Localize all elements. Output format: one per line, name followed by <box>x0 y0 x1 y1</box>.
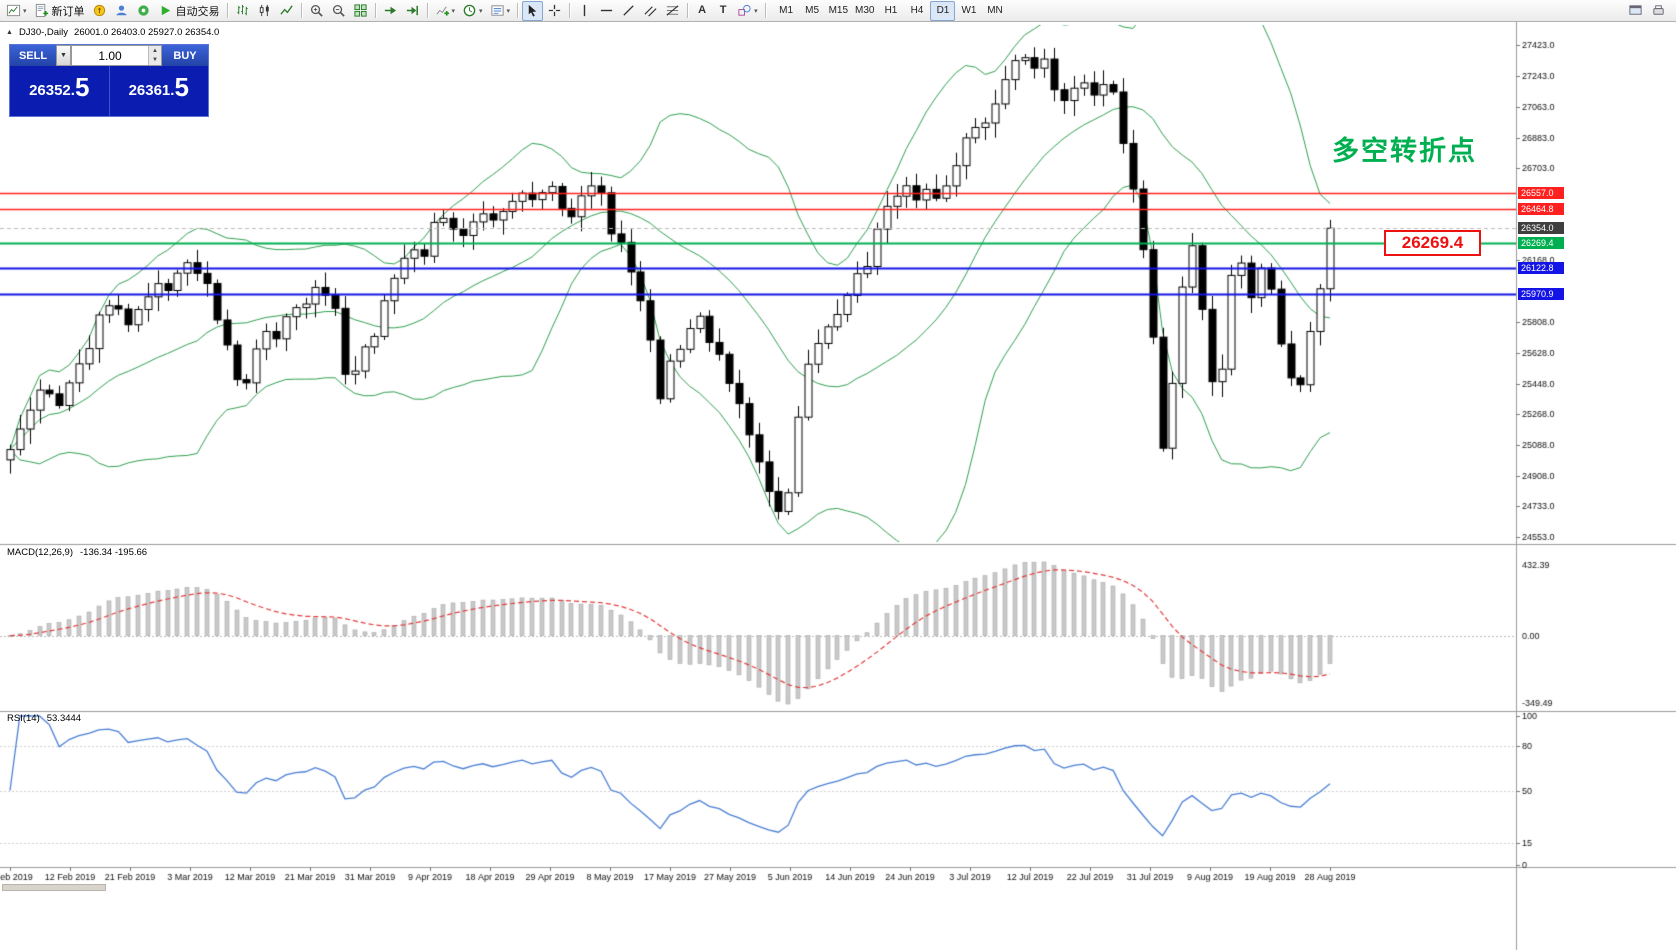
text-label-icon[interactable]: T <box>713 1 733 21</box>
toolbar-right-group <box>1625 1 1669 21</box>
cursor-icon[interactable] <box>522 0 544 21</box>
sell-price-main: 26352. <box>29 82 75 99</box>
timeframe-m5-button[interactable]: M5 <box>805 5 820 16</box>
new-chart-dropdown-arrow[interactable]: ▾ <box>23 7 27 15</box>
annotation: 多空转折点 <box>1332 136 1477 166</box>
price-callout: 26269.4 <box>1384 230 1481 256</box>
rsi-label: RSI(14) 53.3444 <box>7 713 81 724</box>
macd-name: MACD(12,26,9) <box>7 547 73 558</box>
lot-increase-button[interactable]: ▲ <box>149 46 161 56</box>
periods-icon[interactable]: ▾ <box>459 1 486 21</box>
buy-price-button[interactable]: 26361. 5 <box>110 66 209 116</box>
price-chart-canvas[interactable] <box>0 22 1676 950</box>
rsi-name: RSI(14) <box>7 713 40 724</box>
timeframe-h4-button[interactable]: H4 <box>910 5 924 16</box>
bar-chart-icon[interactable] <box>232 1 253 21</box>
auto-scroll-icon[interactable] <box>380 1 401 21</box>
lot-stepper: ▲ ▼ <box>148 46 161 65</box>
buy-button[interactable]: BUY <box>162 45 208 66</box>
shapes-icon[interactable]: ▾ <box>734 1 761 21</box>
navigator-icon[interactable] <box>111 1 132 21</box>
price-tag: 26354.0 <box>1518 222 1564 235</box>
sell-button[interactable]: SELL <box>10 45 56 66</box>
periods-dropdown-arrow[interactable]: ▾ <box>479 7 483 15</box>
sell-price-button[interactable]: 26352. 5 <box>10 66 110 116</box>
chart-ohlc-values: 26001.0 26403.0 25927.0 26354.0 <box>74 27 220 38</box>
candlestick-chart-icon[interactable] <box>254 1 275 21</box>
text-icon[interactable]: A <box>692 1 712 21</box>
terminal-icon[interactable] <box>133 1 154 21</box>
buy-price-pip: 5 <box>174 72 189 102</box>
timeframe-m30-button[interactable]: M30 <box>855 5 875 16</box>
timeframe-group: M1 M5 M15 M30 H1 H4 D1 W1 MN <box>774 0 1008 21</box>
lot-decrease-button[interactable]: ▼ <box>149 55 161 65</box>
timeframe-h1-button[interactable]: H1 <box>884 5 898 16</box>
vertical-line-icon[interactable] <box>574 1 595 21</box>
price-tag: 26557.0 <box>1518 187 1564 200</box>
one-click-trading-panel: SELL ▼ 1.00 ▲ ▼ BUY 26352. 5 26361. 5 <box>9 44 209 117</box>
toolbar-separator <box>374 3 376 18</box>
timeframe-w1-button[interactable]: W1 <box>961 5 977 16</box>
one-click-collapse-icon[interactable]: ▲ <box>6 29 13 36</box>
trendline-icon[interactable] <box>618 1 639 21</box>
toolbar-separator <box>226 3 228 18</box>
rsi-value: 53.3444 <box>46 713 82 724</box>
letter-t-glyph: T <box>719 4 727 16</box>
shapes-dropdown-arrow[interactable]: ▾ <box>754 7 758 15</box>
price-tag: 25970.9 <box>1518 287 1564 300</box>
timeframe-m15-button[interactable]: M15 <box>828 5 849 16</box>
market-watch-icon[interactable] <box>89 1 110 21</box>
macd-values: -136.34 -195.66 <box>80 547 148 558</box>
sell-price-pip: 5 <box>74 72 90 102</box>
timeframe-d1-button[interactable]: D1 <box>930 0 956 21</box>
buy-price-main: 26361. <box>128 82 175 99</box>
zoom-in-icon[interactable] <box>306 1 327 21</box>
toolbar-separator <box>687 3 689 18</box>
tile-windows-icon[interactable] <box>350 1 371 21</box>
equidistant-channel-icon[interactable] <box>640 1 661 21</box>
fibonacci-icon[interactable] <box>662 1 683 21</box>
templates-dropdown-arrow[interactable]: ▾ <box>506 7 511 15</box>
lot-size-value: 1.00 <box>98 48 122 63</box>
line-chart-icon[interactable] <box>276 1 297 21</box>
price-tag: 26122.8 <box>1518 261 1564 274</box>
timeframe-m1-button[interactable]: M1 <box>779 5 794 16</box>
toolbar-separator <box>569 3 571 18</box>
chart-symbol-period: DJ30-,Daily <box>18 27 69 38</box>
indicators-dropdown-arrow[interactable]: ▾ <box>451 7 456 15</box>
new-order-label: 新订单 <box>51 5 85 18</box>
new-chart-icon[interactable]: ▾ <box>3 1 30 21</box>
print-icon[interactable] <box>1648 1 1669 21</box>
templates-icon[interactable]: ▾ <box>487 1 514 21</box>
autotrading-label: 自动交易 <box>175 5 220 18</box>
crosshair-icon[interactable] <box>544 1 565 21</box>
toolbar-separator <box>517 3 519 18</box>
zoom-out-icon[interactable] <box>328 1 349 21</box>
price-tag: 26464.8 <box>1518 203 1564 216</box>
bottom-scrollbar-fragment[interactable] <box>2 884 106 891</box>
new-order-button[interactable]: 新订单 <box>31 1 88 21</box>
letter-a-glyph: A <box>698 4 707 16</box>
toolbar: ▾ 新订单 自动交易 ▾ <box>0 0 1676 22</box>
macd-label: MACD(12,26,9) -136.34 -195.66 <box>7 547 147 558</box>
autotrading-button[interactable]: 自动交易 <box>155 1 223 21</box>
fullscreen-icon[interactable] <box>1625 1 1646 21</box>
timeframe-mn-button[interactable]: MN <box>987 5 1003 16</box>
chart-title: ▲ DJ30-,Daily 26001.0 26403.0 25927.0 26… <box>6 27 219 38</box>
horizontal-line-icon[interactable] <box>596 1 617 21</box>
order-type-dropdown[interactable]: ▼ <box>56 45 71 66</box>
indicators-icon[interactable]: ▾ <box>432 1 459 21</box>
toolbar-separator <box>764 3 766 18</box>
toolbar-separator <box>300 3 302 18</box>
chart-shift-icon[interactable] <box>402 1 423 21</box>
lot-size-input[interactable]: 1.00 ▲ ▼ <box>71 45 162 66</box>
price-tag: 26269.4 <box>1518 236 1564 249</box>
toolbar-separator <box>426 3 428 18</box>
